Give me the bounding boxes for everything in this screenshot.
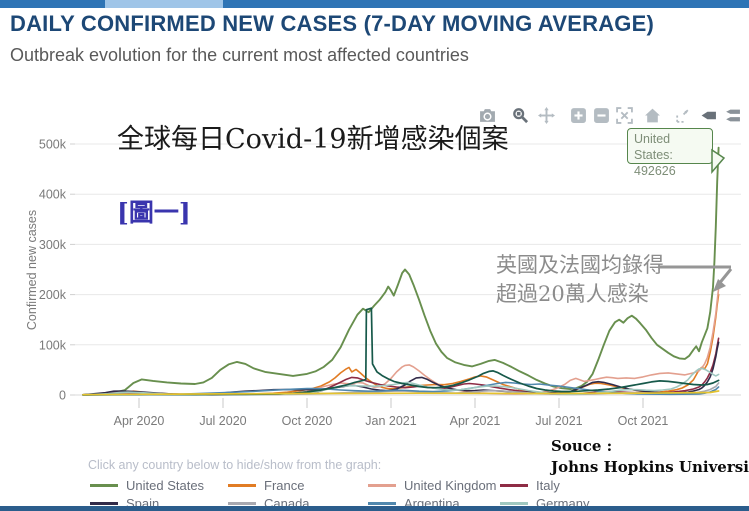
zoom-icon[interactable] [512,107,529,124]
tooltip-value: 492626 [634,164,676,178]
legend-swatch [90,483,118,487]
hover-closest-icon[interactable] [700,107,717,124]
zoom-in-icon[interactable] [570,107,587,124]
x-tick-label: Apr 2020 [114,414,165,428]
legend-swatch [90,501,118,505]
legend-swatch [500,501,528,505]
note-line2: 超過20萬人感染 [496,282,649,306]
series-line-unlabeled-yellow-line-legend-cut-off [82,390,720,396]
source-label: Souce : [551,437,613,455]
x-tick-label: Jul 2021 [535,414,582,428]
spikelines-icon[interactable] [674,107,691,124]
legend-swatch [368,483,396,487]
x-tick-label: Oct 2020 [282,414,333,428]
hover-tooltip: United States: 492626 [627,128,713,178]
legend-item-united-states[interactable]: United States [90,477,205,493]
legend-label: Italy [536,477,560,493]
x-tick-label: Jul 2020 [199,414,246,428]
legend-swatch [228,483,256,487]
reset-axes-icon[interactable] [644,107,661,124]
top-scrollbar-track[interactable] [0,0,749,8]
series-line-argentina [82,381,720,396]
camera-icon[interactable] [479,107,496,124]
page-title: DAILY CONFIRMED NEW CASES (7-DAY MOVING … [10,11,655,36]
top-scrollbar-thumb[interactable] [105,0,223,8]
hover-compare-icon[interactable] [724,107,741,124]
uk-france-note-annotation: 英國及法國均錄得 超過20萬人感染 [496,251,664,309]
y-tick-label: 400k [39,188,67,202]
y-tick-label: 0 [59,389,66,403]
x-tick-label: Apr 2021 [450,414,501,428]
source-name: Johns Hopkins University [551,458,749,476]
y-tick-label: 500k [39,138,67,152]
tooltip-country: United States: [634,132,673,162]
figure-number-annotation: [圖一] [117,198,191,227]
bottom-divider-bar [0,506,749,511]
note-line1: 英國及法國均錄得 [496,253,664,277]
y-tick-label: 300k [39,238,67,252]
series-line-united-states [82,146,720,396]
page-subtitle: Outbreak evolution for the current most … [10,45,469,65]
tooltip-pointer [711,148,726,174]
y-tick-label: 200k [39,288,67,302]
legend-item-france[interactable]: France [228,477,305,493]
legend-hint: Click any country below to hide/show fro… [88,458,382,472]
legend-swatch [500,483,528,487]
x-tick-label: Oct 2021 [618,414,669,428]
y-tick-label: 100k [39,338,67,352]
legend-item-italy[interactable]: Italy [500,477,560,493]
legend-item-united-kingdom[interactable]: United Kingdom [368,477,497,493]
autoscale-icon[interactable] [616,107,633,124]
x-tick-label: Jan 2021 [365,414,416,428]
legend-swatch [368,501,396,505]
series-line-unlabeled-dark-teal-line-legend-cut-off [82,307,720,396]
chinese-title-annotation: 全球每日Covid-19新增感染個案 [117,124,509,155]
pan-icon[interactable] [538,107,555,124]
zoom-out-icon[interactable] [593,107,610,124]
legend-swatch [228,501,256,505]
legend-label: United Kingdom [404,477,497,493]
y-axis-title: Confirmed new cases [25,210,39,330]
source-credit: Souce : Johns Hopkins University [551,436,749,478]
legend-label: France [264,477,305,493]
legend-label: United States [126,477,205,493]
